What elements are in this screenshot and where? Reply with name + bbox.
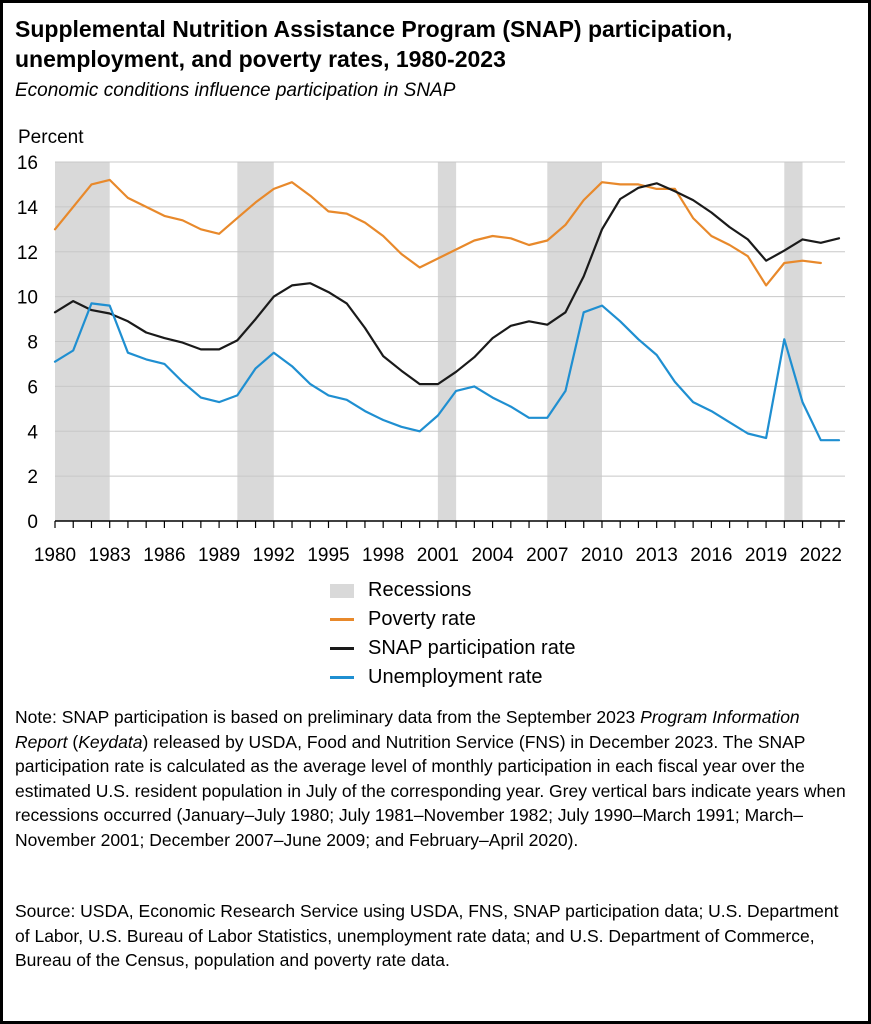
series-line-unemployment-rate — [53, 302, 841, 442]
note-report-name: Program Information Report — [15, 707, 800, 752]
chart-note: Note: SNAP participation is based on pre… — [15, 705, 855, 853]
legend: Recessions Poverty rate SNAP participati… — [330, 576, 576, 692]
note-text-1: Note: SNAP participation is based on pre… — [15, 707, 641, 727]
x-tick-label: 1980 — [34, 545, 76, 566]
y-tick-label: 10 — [17, 288, 38, 309]
axes: 0 2 4 6 8 10 12 14 16 1980 1983 1986 1989 1992 1995 199… — [17, 153, 845, 566]
y-tick-label: 12 — [17, 243, 38, 264]
x-tick-label: 1989 — [198, 545, 240, 566]
x-tick-label: 1992 — [253, 545, 295, 566]
y-tick-label: 14 — [17, 198, 39, 219]
series-line-poverty-rate — [53, 178, 822, 287]
x-tick-label: 2022 — [800, 545, 842, 566]
x-tick-label: 1995 — [307, 545, 349, 566]
x-tick-label: 1986 — [143, 545, 185, 566]
series-lines — [53, 178, 841, 442]
x-tick-label: 2010 — [581, 545, 623, 566]
y-tick-label: 4 — [27, 422, 38, 443]
x-tick-label: 2004 — [471, 545, 514, 566]
chart-subtitle: Economic conditions influence participat… — [15, 80, 456, 101]
y-tick-label: 16 — [17, 153, 38, 174]
x-tick-label: 2019 — [745, 545, 787, 566]
chart-title: Supplemental Nutrition Assistance Progra… — [15, 16, 733, 72]
note-text-3: ) released by USDA, Food and Nutrition S… — [15, 731, 846, 850]
poverty-swatch — [330, 618, 354, 621]
unemployment-swatch — [330, 676, 354, 679]
legend-label-recessions: Recessions — [368, 579, 472, 601]
line-chart: 0 2 4 6 8 10 12 14 16 1980 1983 1986 1989 1992 1995 199… — [17, 127, 845, 566]
legend-item-snap: SNAP participation rate — [330, 634, 576, 663]
x-tick-label: 2007 — [526, 545, 568, 566]
legend-label-unemployment: Unemployment rate — [368, 666, 543, 688]
x-tick-label: 1998 — [362, 545, 404, 566]
note-text-2: ( — [67, 731, 79, 752]
x-tick-label: 2016 — [690, 545, 732, 566]
legend-item-poverty: Poverty rate — [330, 605, 576, 634]
series-line-snap-participation-rate — [53, 182, 841, 386]
y-tick-label: 2 — [27, 467, 38, 488]
x-tick-label: 1983 — [89, 545, 131, 566]
x-tick-label: 2013 — [636, 545, 678, 566]
snap-swatch — [330, 647, 354, 650]
y-tick-label: 8 — [27, 333, 38, 354]
legend-label-snap: SNAP participation rate — [368, 637, 576, 659]
y-tick-label: 0 — [27, 512, 38, 533]
x-tick-label: 2001 — [417, 545, 459, 566]
y-axis-label: Percent — [18, 127, 84, 148]
recession-swatch — [330, 583, 354, 598]
legend-label-poverty: Poverty rate — [368, 608, 476, 630]
legend-item-unemployment: Unemployment rate — [330, 663, 576, 692]
legend-item-recessions: Recessions — [330, 576, 576, 605]
note-keydata: Keydata — [78, 731, 143, 752]
chart-source: Source: USDA, Economic Research Service … — [15, 901, 839, 971]
y-tick-label: 6 — [27, 377, 38, 398]
